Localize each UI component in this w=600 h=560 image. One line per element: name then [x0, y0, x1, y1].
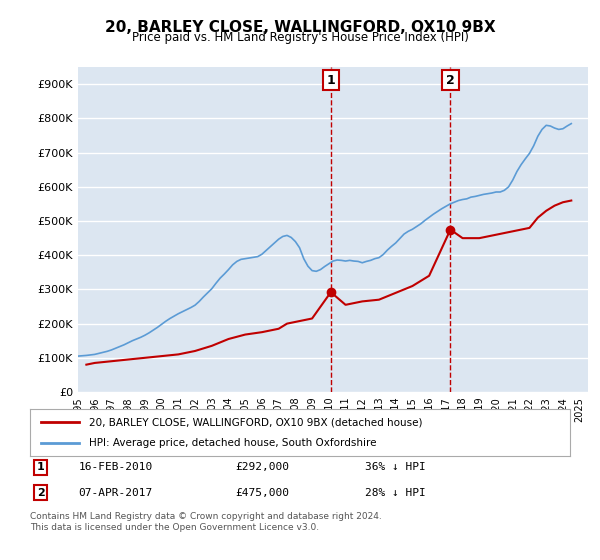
- Text: HPI: Average price, detached house, South Oxfordshire: HPI: Average price, detached house, Sout…: [89, 438, 377, 448]
- Text: £292,000: £292,000: [235, 463, 289, 473]
- Text: 20, BARLEY CLOSE, WALLINGFORD, OX10 9BX: 20, BARLEY CLOSE, WALLINGFORD, OX10 9BX: [104, 20, 496, 35]
- Text: 1: 1: [37, 463, 44, 473]
- Text: 2: 2: [37, 488, 44, 498]
- Text: Price paid vs. HM Land Registry's House Price Index (HPI): Price paid vs. HM Land Registry's House …: [131, 31, 469, 44]
- Text: 07-APR-2017: 07-APR-2017: [79, 488, 153, 498]
- Text: Contains HM Land Registry data © Crown copyright and database right 2024.
This d: Contains HM Land Registry data © Crown c…: [30, 512, 382, 532]
- Text: 20, BARLEY CLOSE, WALLINGFORD, OX10 9BX (detached house): 20, BARLEY CLOSE, WALLINGFORD, OX10 9BX …: [89, 417, 423, 427]
- Text: 28% ↓ HPI: 28% ↓ HPI: [365, 488, 425, 498]
- Text: 2: 2: [446, 74, 455, 87]
- Text: 1: 1: [326, 74, 335, 87]
- Text: £475,000: £475,000: [235, 488, 289, 498]
- Text: 36% ↓ HPI: 36% ↓ HPI: [365, 463, 425, 473]
- Text: 16-FEB-2010: 16-FEB-2010: [79, 463, 153, 473]
